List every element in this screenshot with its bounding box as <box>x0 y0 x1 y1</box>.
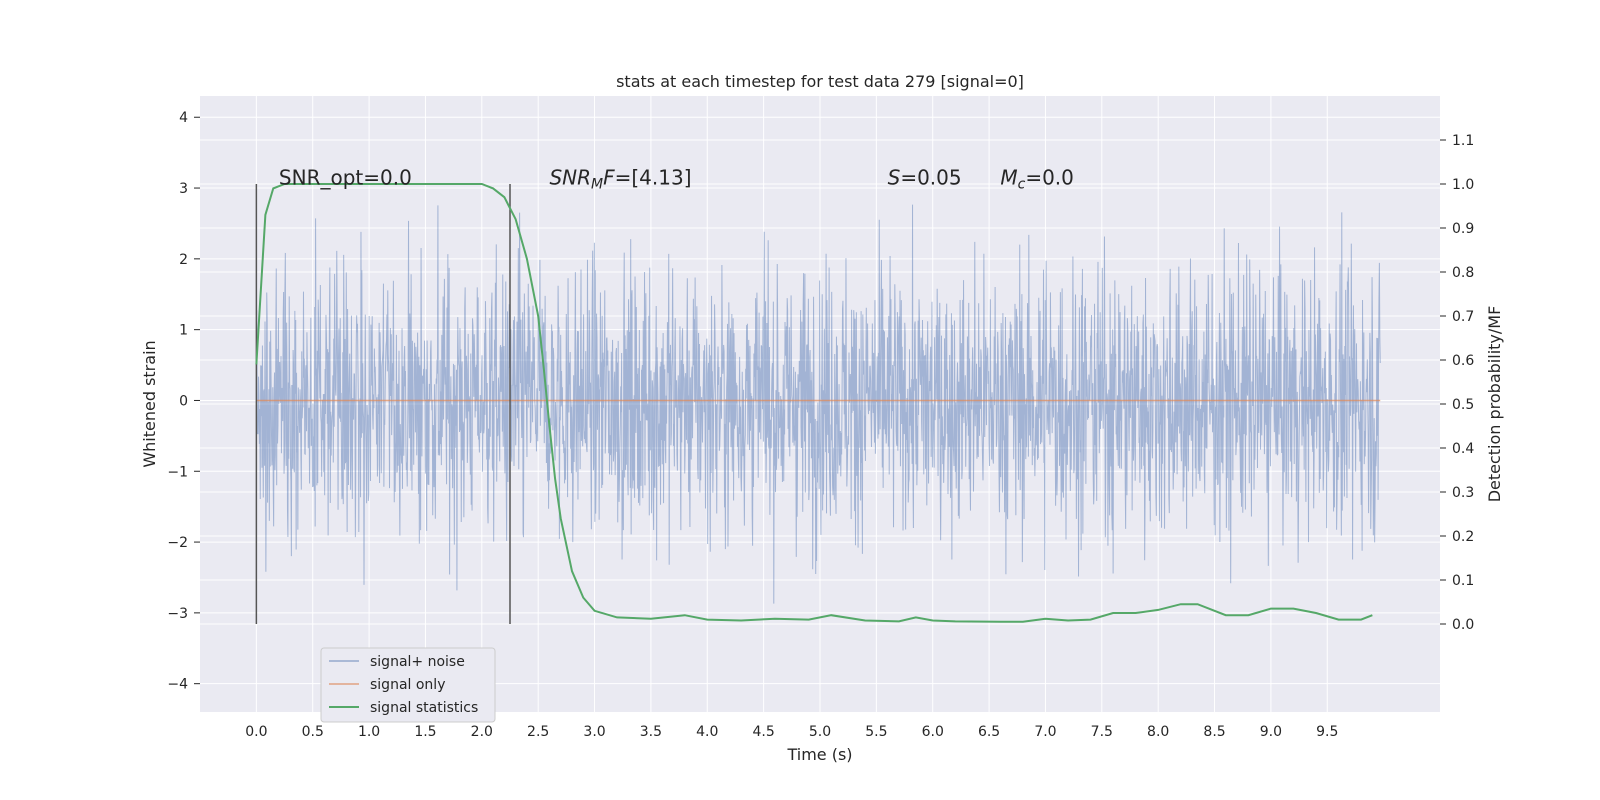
annotation-3: Mc=0.0 <box>1000 166 1074 193</box>
annotation-2: S=0.05 <box>888 166 962 190</box>
legend-label-noise: signal+ noise <box>370 654 465 670</box>
x-tick-label: 4.0 <box>696 724 718 740</box>
statistics-series <box>255 183 1373 623</box>
y-right-tick-label: 1.1 <box>1452 133 1474 149</box>
x-tick-label: 9.5 <box>1316 724 1338 740</box>
y-right-tick-label: 0.1 <box>1452 573 1474 589</box>
y-left-tick-label: −2 <box>167 535 188 551</box>
annotation-1: SNRMF=[4.13] <box>549 166 691 193</box>
x-tick-label: 5.0 <box>809 724 831 740</box>
y-axis-left-ticks: −4 −3 −2 −1 0 1 2 3 4 <box>167 110 200 693</box>
y-left-tick-label: −1 <box>167 464 188 480</box>
y-right-tick-label: 0.4 <box>1452 441 1474 457</box>
y-axis-right-ticks: 0.0 0.1 0.2 0.3 0.4 0.5 0.6 0.7 0.8 0.9 1.0 1.1 <box>1440 133 1474 633</box>
x-axis-ticks: 0.0 0.5 1.0 1.5 2.0 2.5 3.0 3.5 4.0 4.5 5.0 5.5 6.0 6… <box>245 724 1338 740</box>
y-left-tick-label: 1 <box>179 323 188 339</box>
annotations: SNR_opt=0.0 SNRMF=[4.13] S=0.05 Mc=0.0 <box>279 166 1074 193</box>
x-axis-label: Time (s) <box>786 745 852 764</box>
x-tick-label: 2.5 <box>527 724 549 740</box>
x-tick-label: 8.5 <box>1203 724 1225 740</box>
x-tick-label: 0.0 <box>245 724 267 740</box>
legend-label-statistics: signal statistics <box>370 700 478 716</box>
chart-title: stats at each timestep for test data 279… <box>616 72 1024 91</box>
x-tick-label: 8.0 <box>1147 724 1169 740</box>
y-left-tick-label: 4 <box>179 110 188 126</box>
y-right-tick-label: 0.9 <box>1452 221 1474 237</box>
x-tick-label: 3.0 <box>583 724 605 740</box>
y-right-tick-label: 0.8 <box>1452 265 1474 281</box>
y-right-tick-label: 0.6 <box>1452 353 1474 369</box>
grid <box>200 96 1440 712</box>
annotation-0: SNR_opt=0.0 <box>279 166 412 190</box>
x-tick-label: 0.5 <box>302 724 324 740</box>
y-left-tick-label: −4 <box>167 677 188 693</box>
y-left-tick-label: 3 <box>179 181 188 197</box>
legend-label-signal-only: signal only <box>370 677 445 693</box>
legend: signal+ noise signal only signal statist… <box>320 647 496 723</box>
noise-series <box>255 204 1381 604</box>
window-lines <box>255 184 511 624</box>
y-axis-left-label: Whitened strain <box>140 340 159 467</box>
x-tick-label: 7.5 <box>1091 724 1113 740</box>
x-tick-label: 7.0 <box>1034 724 1056 740</box>
x-tick-label: 4.5 <box>753 724 775 740</box>
x-tick-label: 2.0 <box>471 724 493 740</box>
x-tick-label: 6.0 <box>922 724 944 740</box>
y-left-tick-label: 0 <box>179 393 188 409</box>
statistics-series-line <box>255 183 1373 623</box>
x-tick-label: 3.5 <box>640 724 662 740</box>
y-right-tick-label: 1.0 <box>1452 177 1474 193</box>
y-right-tick-label: 0.3 <box>1452 485 1474 501</box>
noise-series-line <box>255 204 1381 604</box>
x-tick-label: 9.0 <box>1260 724 1282 740</box>
y-left-tick-label: 2 <box>179 252 188 268</box>
y-right-tick-label: 0.5 <box>1452 397 1474 413</box>
legend-box <box>320 647 496 723</box>
y-right-tick-label: 0.2 <box>1452 529 1474 545</box>
y-right-tick-label: 0.0 <box>1452 617 1474 633</box>
y-left-tick-label: −3 <box>167 606 188 622</box>
x-tick-label: 1.0 <box>358 724 380 740</box>
y-axis-right-label: Detection probability/MF <box>1485 306 1504 503</box>
x-tick-label: 1.5 <box>414 724 436 740</box>
x-tick-label: 6.5 <box>978 724 1000 740</box>
x-tick-label: 5.5 <box>865 724 887 740</box>
y-right-tick-label: 0.7 <box>1452 309 1474 325</box>
